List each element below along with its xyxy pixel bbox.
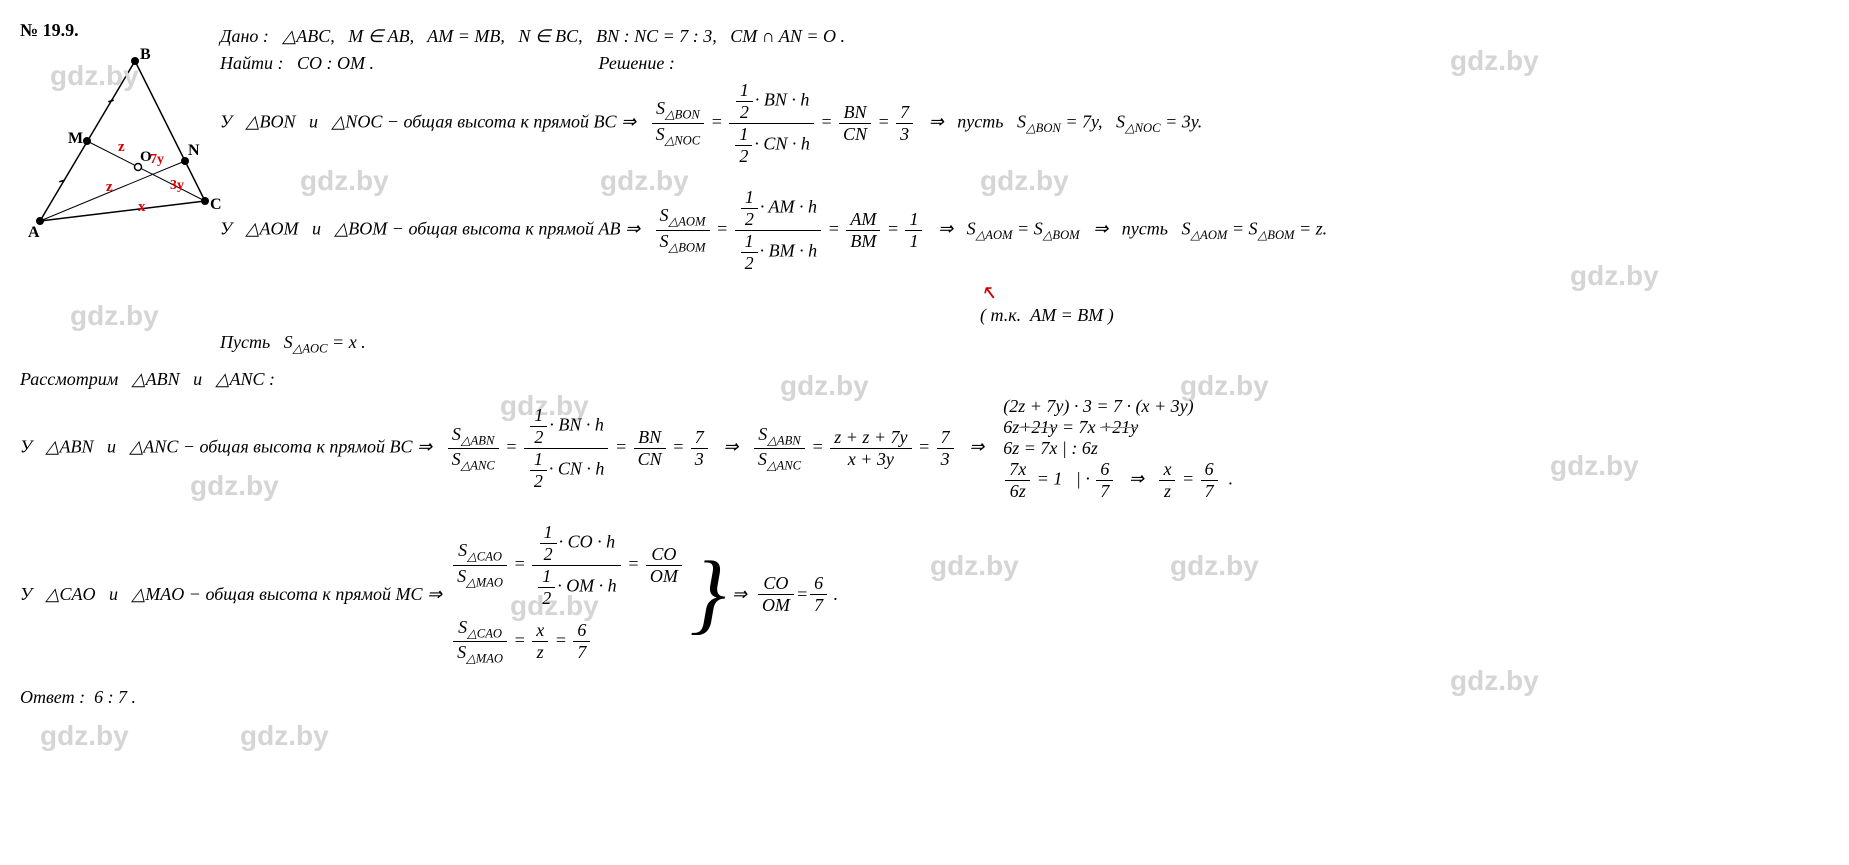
svg-text:7y: 7y <box>150 152 164 167</box>
l2-f1: S△AOM S△BOM <box>656 205 710 255</box>
svg-text:x: x <box>138 199 146 215</box>
svg-text:z: z <box>118 139 125 155</box>
l3: Пусть S△AOC = x . <box>220 332 1829 357</box>
l5-calc: (2z + 7y) · 3 = 7 · (x + 3y) 6z+21y = 7x… <box>1003 396 1233 502</box>
given-t4: N ∈ BC, <box>518 26 582 46</box>
answer: Ответ : 6 : 7 . <box>20 687 1829 708</box>
header-diagram-given: № 19.9. A B C M N O <box>20 20 1829 363</box>
big-brace-icon: } <box>690 549 726 639</box>
l1-and: и <box>309 112 318 132</box>
l5: У △ABN и △ANC − общая высота к прямой BC… <box>20 396 1829 502</box>
svg-text:B: B <box>140 46 151 63</box>
given-t6: CM ∩ AN = O . <box>730 26 845 46</box>
l2: У △AOM и △BOM − общая высота к прямой AB… <box>220 187 1829 274</box>
l2-f2: 12· AM · h 12· BM · h <box>735 187 822 274</box>
watermark-text: gdz.by <box>240 720 329 752</box>
l1-f4: 73 <box>896 102 913 145</box>
l4: Рассмотрим △ABN и △ANC : <box>20 369 1829 390</box>
red-arrow-icon: ↖ <box>980 282 997 304</box>
given-t2: M ∈ AB, <box>348 26 414 46</box>
svg-text:z: z <box>106 179 113 195</box>
l1-tbon: △BON <box>246 112 296 132</box>
given-t5: BN : NC = 7 : 3, <box>596 26 717 46</box>
l1: У △BON и △NOC − общая высота к прямой BC… <box>220 80 1829 167</box>
l1-f1: S△BON S△NOC <box>652 98 705 148</box>
l1-tnoc: △NOC − общая высота к прямой BC ⇒ <box>331 112 636 132</box>
watermark-text: gdz.by <box>40 720 129 752</box>
l2-note: ↖ ( т.к. AM = BM ) <box>980 280 1829 326</box>
svg-text:M: M <box>68 130 83 147</box>
find-solution-row: Найти : CO : OM . Решение : <box>220 53 1829 74</box>
content-top: Дано : △ABC, M ∈ AB, AM = MB, N ∈ BC, BN… <box>220 20 1829 363</box>
diagram-container: № 19.9. A B C M N O <box>20 20 220 246</box>
find-expr: CO : OM . <box>297 53 374 73</box>
given-t3: AM = MB, <box>427 26 505 46</box>
given-line: Дано : △ABC, M ∈ AB, AM = MB, N ∈ BC, BN… <box>220 26 1829 47</box>
svg-text:N: N <box>188 142 200 159</box>
l1-f2: 12· BN · h 12· CN · h <box>729 80 814 167</box>
l6: У △CAO и △MAO − общая высота к прямой MC… <box>20 522 1829 667</box>
l1-f3: BNCN <box>839 102 871 145</box>
l6-brace-left: S△CAOS△MAO = 12· CO · h 12· OM · h = COO… <box>451 522 684 667</box>
given-t1: △ABC, <box>282 26 334 46</box>
l1-prefix: У <box>220 112 232 132</box>
l2-f3: AMBM <box>846 209 880 252</box>
triangle-diagram: A B C M N O z z x 7y 3y <box>20 41 220 241</box>
find-label: Найти : <box>220 53 284 73</box>
l2-f4: 11 <box>905 209 922 252</box>
given-label: Дано : <box>220 26 269 46</box>
problem-number: № 19.9. <box>20 20 210 41</box>
solution-label: Решение : <box>599 53 675 73</box>
svg-text:3y: 3y <box>170 178 184 193</box>
svg-text:A: A <box>28 224 40 241</box>
